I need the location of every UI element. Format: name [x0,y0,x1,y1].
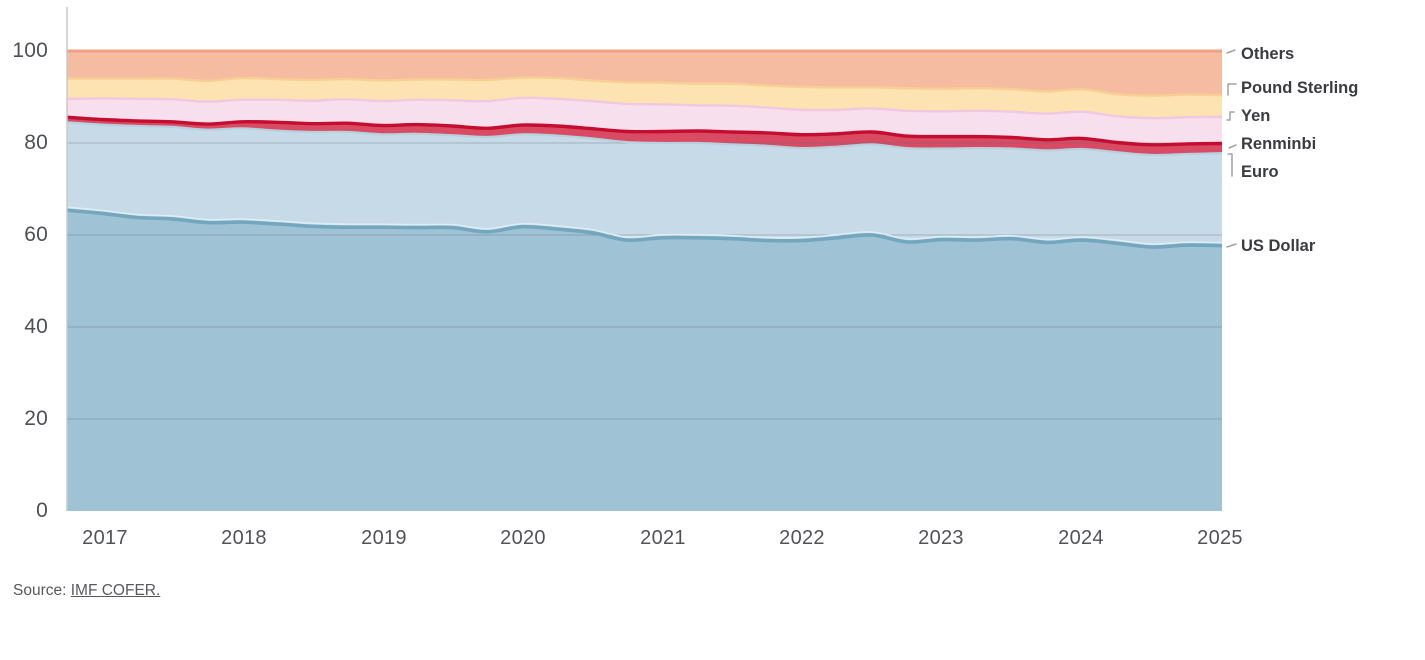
leader-us-dollar [1226,243,1237,248]
y-tick-label-80: 80 [24,131,48,154]
area-line-us-dollar [66,208,1223,249]
area-band-pound-sterling [67,77,1222,119]
leader-renminbi [1228,144,1237,149]
leader-euro [1227,153,1233,177]
legend-label-yen: Yen [1241,107,1271,125]
area-bands [67,51,1222,511]
us-dollar-line-highlight [66,206,1223,245]
stacked-area-chart [66,7,1237,511]
area-line-yen [66,96,1223,120]
x-tick-label-2019: 2019 [361,527,407,549]
leader-others [1226,49,1236,54]
legend-leader-marks [1226,49,1237,248]
x-tick-label-2024: 2024 [1058,527,1104,549]
legend-label-euro: Euro [1241,163,1279,181]
y-tick-label-60: 60 [24,223,48,246]
area-line-euro [66,121,1223,157]
area-band-yen [67,97,1222,145]
legend-label-us-dollar: US Dollar [1241,237,1316,255]
x-tick-label-2018: 2018 [221,527,267,549]
area-line-renminbi [66,115,1223,147]
area-band-others [67,51,1222,96]
area-line-pound-sterling [67,76,1223,97]
area-boundary-lines [66,49,1223,249]
x-tick-label-2025: 2025 [1197,527,1243,549]
y-tick-label-20: 20 [24,407,48,430]
legend-label-renminbi: Renminbi [1241,135,1317,153]
source-link[interactable]: IMF COFER. [70,582,161,599]
x-tick-label-2023: 2023 [918,527,964,549]
legend-label-others: Others [1241,45,1295,63]
x-tick-label-2022: 2022 [779,527,825,549]
y-tick-label-100: 100 [12,39,48,62]
leader-yen [1226,111,1235,121]
x-tick-label-2020: 2020 [500,527,546,549]
y-tick-label-0: 0 [36,499,48,522]
source-prefix: Source: [13,582,71,599]
legend-label-pound-sterling: Pound Sterling [1241,79,1359,97]
x-tick-label-2017: 2017 [82,527,128,549]
area-band-us-dollar [67,210,1222,511]
leader-pound-sterling [1227,83,1237,96]
area-band-renminbi [67,117,1222,156]
area-band-euro [67,122,1222,248]
y-tick-label-40: 40 [24,315,48,338]
x-tick-label-2021: 2021 [640,527,686,549]
source-note: Source: IMF COFER. [13,582,160,600]
